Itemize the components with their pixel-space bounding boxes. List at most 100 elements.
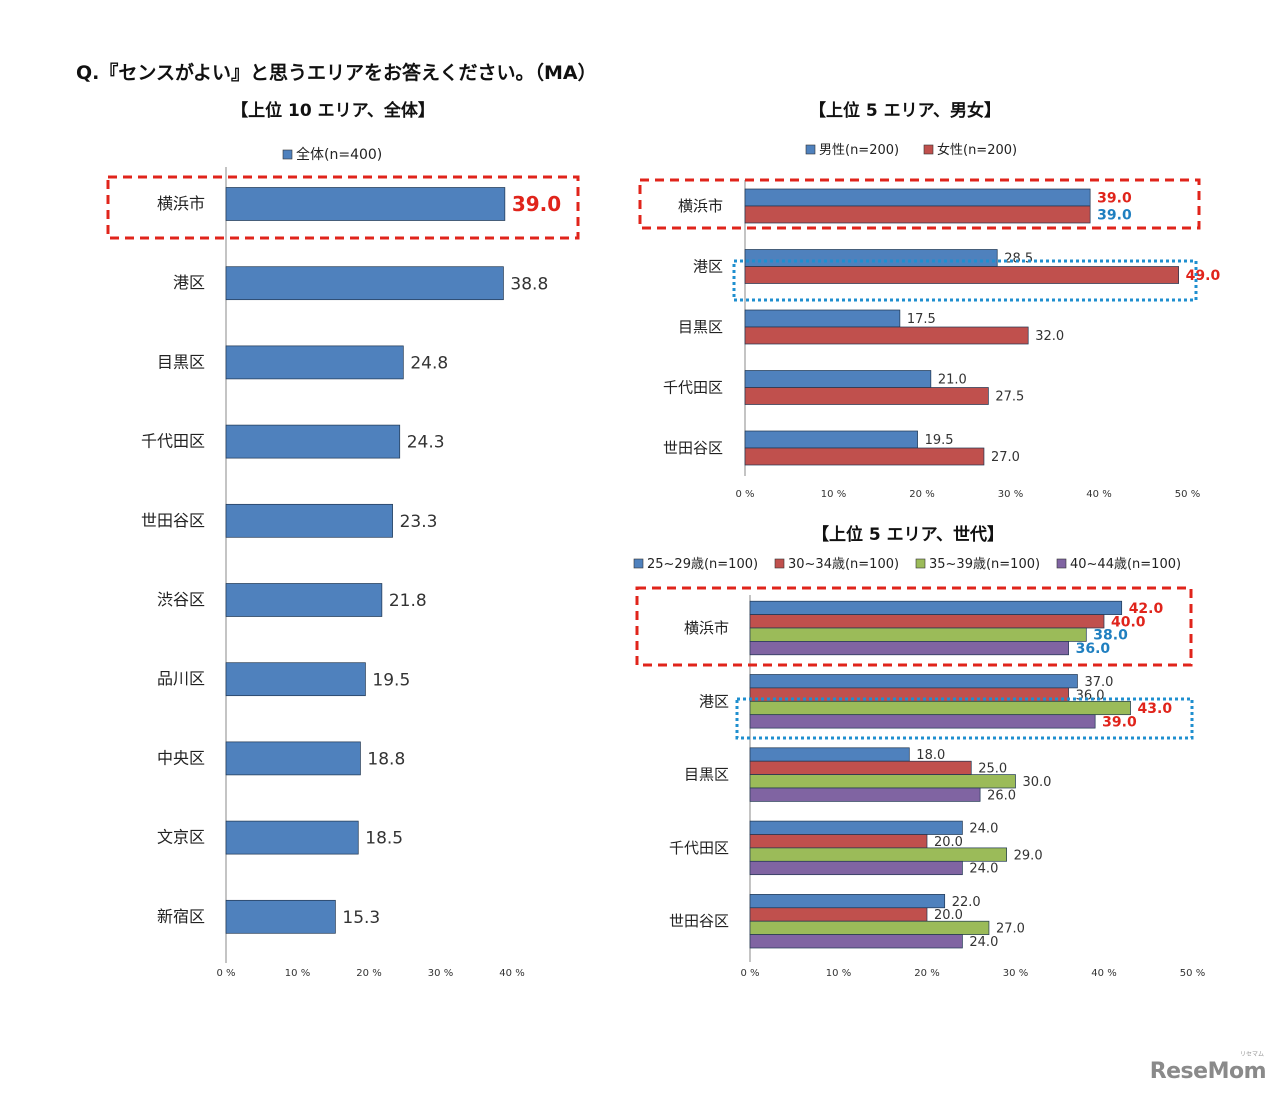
data-label: 39.0 [1102, 714, 1137, 730]
bar [225, 345, 404, 380]
data-label: 18.8 [367, 750, 405, 770]
bar [749, 641, 1069, 656]
x-tick-label: 40 % [1086, 489, 1111, 500]
watermark-logo: ReseMom [1149, 1059, 1267, 1084]
x-tick-label: 0 % [735, 489, 754, 500]
legend-swatch [915, 558, 926, 569]
data-label: 49.0 [1186, 268, 1221, 284]
data-label: 27.5 [995, 390, 1024, 405]
bar [749, 714, 1096, 729]
category-label: 港区 [173, 273, 205, 292]
bar [225, 503, 393, 538]
data-label: 24.0 [969, 821, 998, 836]
data-label: 18.5 [365, 829, 403, 849]
data-label: 39.0 [1097, 191, 1132, 207]
x-tick-label: 20 % [909, 489, 934, 500]
x-tick-label: 20 % [356, 968, 381, 979]
category-label: 世田谷区 [663, 439, 723, 457]
bar [749, 627, 1087, 642]
data-label: 40.0 [1111, 614, 1146, 630]
bar [744, 309, 901, 328]
data-label: 25.0 [978, 762, 1007, 777]
data-label: 39.0 [512, 192, 561, 216]
bar [749, 847, 1007, 862]
bar [744, 188, 1091, 207]
bar [225, 662, 366, 697]
bar [749, 747, 910, 762]
bar [225, 820, 359, 855]
x-tick-label: 10 % [821, 489, 846, 500]
data-label: 28.5 [1004, 252, 1033, 267]
legend-swatch [805, 144, 816, 155]
bar [744, 266, 1179, 284]
x-tick-label: 30 % [998, 489, 1023, 500]
legend-label: 25~29歳(n=100) [647, 557, 758, 572]
bar [225, 583, 383, 617]
data-label: 29.0 [1014, 848, 1043, 863]
category-label: 横浜市 [684, 619, 729, 637]
bar [749, 820, 963, 835]
x-tick-label: 10 % [826, 968, 851, 979]
data-label: 17.5 [907, 312, 936, 327]
bar [749, 860, 963, 876]
x-tick-label: 30 % [428, 968, 453, 979]
legend-label: 30~34歳(n=100) [788, 557, 899, 572]
data-label: 36.0 [1076, 641, 1111, 657]
legend-swatch [923, 144, 934, 155]
x-tick-label: 10 % [285, 968, 310, 979]
bar [225, 424, 401, 459]
category-label: 港区 [699, 692, 729, 710]
bar [749, 674, 1078, 689]
highlight-frame-minato-age [735, 697, 1194, 740]
x-tick-label: 40 % [1091, 968, 1116, 979]
legend-label: 40~44歳(n=100) [1070, 557, 1181, 572]
x-tick-label: 30 % [1003, 968, 1028, 979]
bar [744, 326, 1029, 345]
bar [749, 774, 1016, 789]
bar [225, 266, 504, 301]
category-label: 文京区 [157, 828, 205, 847]
data-label: 38.0 [1093, 628, 1128, 644]
data-label: 19.5 [372, 670, 410, 690]
legend-swatch [774, 558, 785, 569]
category-label: 千代田区 [669, 839, 729, 857]
x-tick-label: 0 % [740, 968, 759, 979]
chart-1: 【上位 10 エリア、全体】全体(n=400) 0 % 10 % 20 % 30 % 40… [106, 100, 580, 979]
legend-label: 男性(n=200) [819, 143, 899, 158]
bar [225, 187, 506, 221]
category-label: 千代田区 [141, 432, 205, 451]
legend-label: 全体(n=400) [296, 146, 382, 163]
bar [744, 387, 989, 405]
bar [744, 205, 1091, 224]
category-label: 港区 [693, 258, 723, 276]
question-title: Q.『センスがよい』と思うエリアをお答えください。（MA） [76, 62, 597, 84]
data-label: 20.0 [934, 908, 963, 923]
x-tick-label: 40 % [499, 968, 524, 979]
bar [749, 760, 972, 775]
chart-2: 【上位 5 エリア、男女】男性(n=200) 女性(n=200) 0 % 10 % 20… [638, 100, 1221, 500]
data-label: 42.0 [1129, 601, 1164, 617]
data-label: 38.8 [510, 274, 548, 294]
data-label: 24.3 [407, 433, 445, 453]
category-label: 世田谷区 [669, 912, 729, 930]
data-label: 21.0 [938, 373, 967, 388]
data-label: 24.0 [969, 935, 998, 950]
data-label: 37.0 [1084, 675, 1113, 690]
legend-swatch [1056, 558, 1067, 569]
bar [749, 614, 1105, 629]
data-label: 15.3 [342, 908, 380, 928]
data-label: 43.0 [1138, 701, 1173, 717]
data-label: 18.0 [916, 748, 945, 763]
watermark-subtext: リセマム [1239, 1051, 1264, 1058]
chart-title: 【上位 10 エリア、全体】 [231, 100, 435, 121]
bar [744, 370, 932, 388]
category-label: 千代田区 [663, 379, 723, 397]
data-label: 20.0 [934, 835, 963, 850]
category-label: 横浜市 [678, 197, 723, 215]
data-label: 26.0 [987, 788, 1016, 803]
highlight-frame-yokohama-age [635, 586, 1193, 667]
legend-swatch [282, 149, 293, 160]
category-label: 横浜市 [157, 194, 205, 213]
data-label: 19.5 [925, 433, 954, 448]
